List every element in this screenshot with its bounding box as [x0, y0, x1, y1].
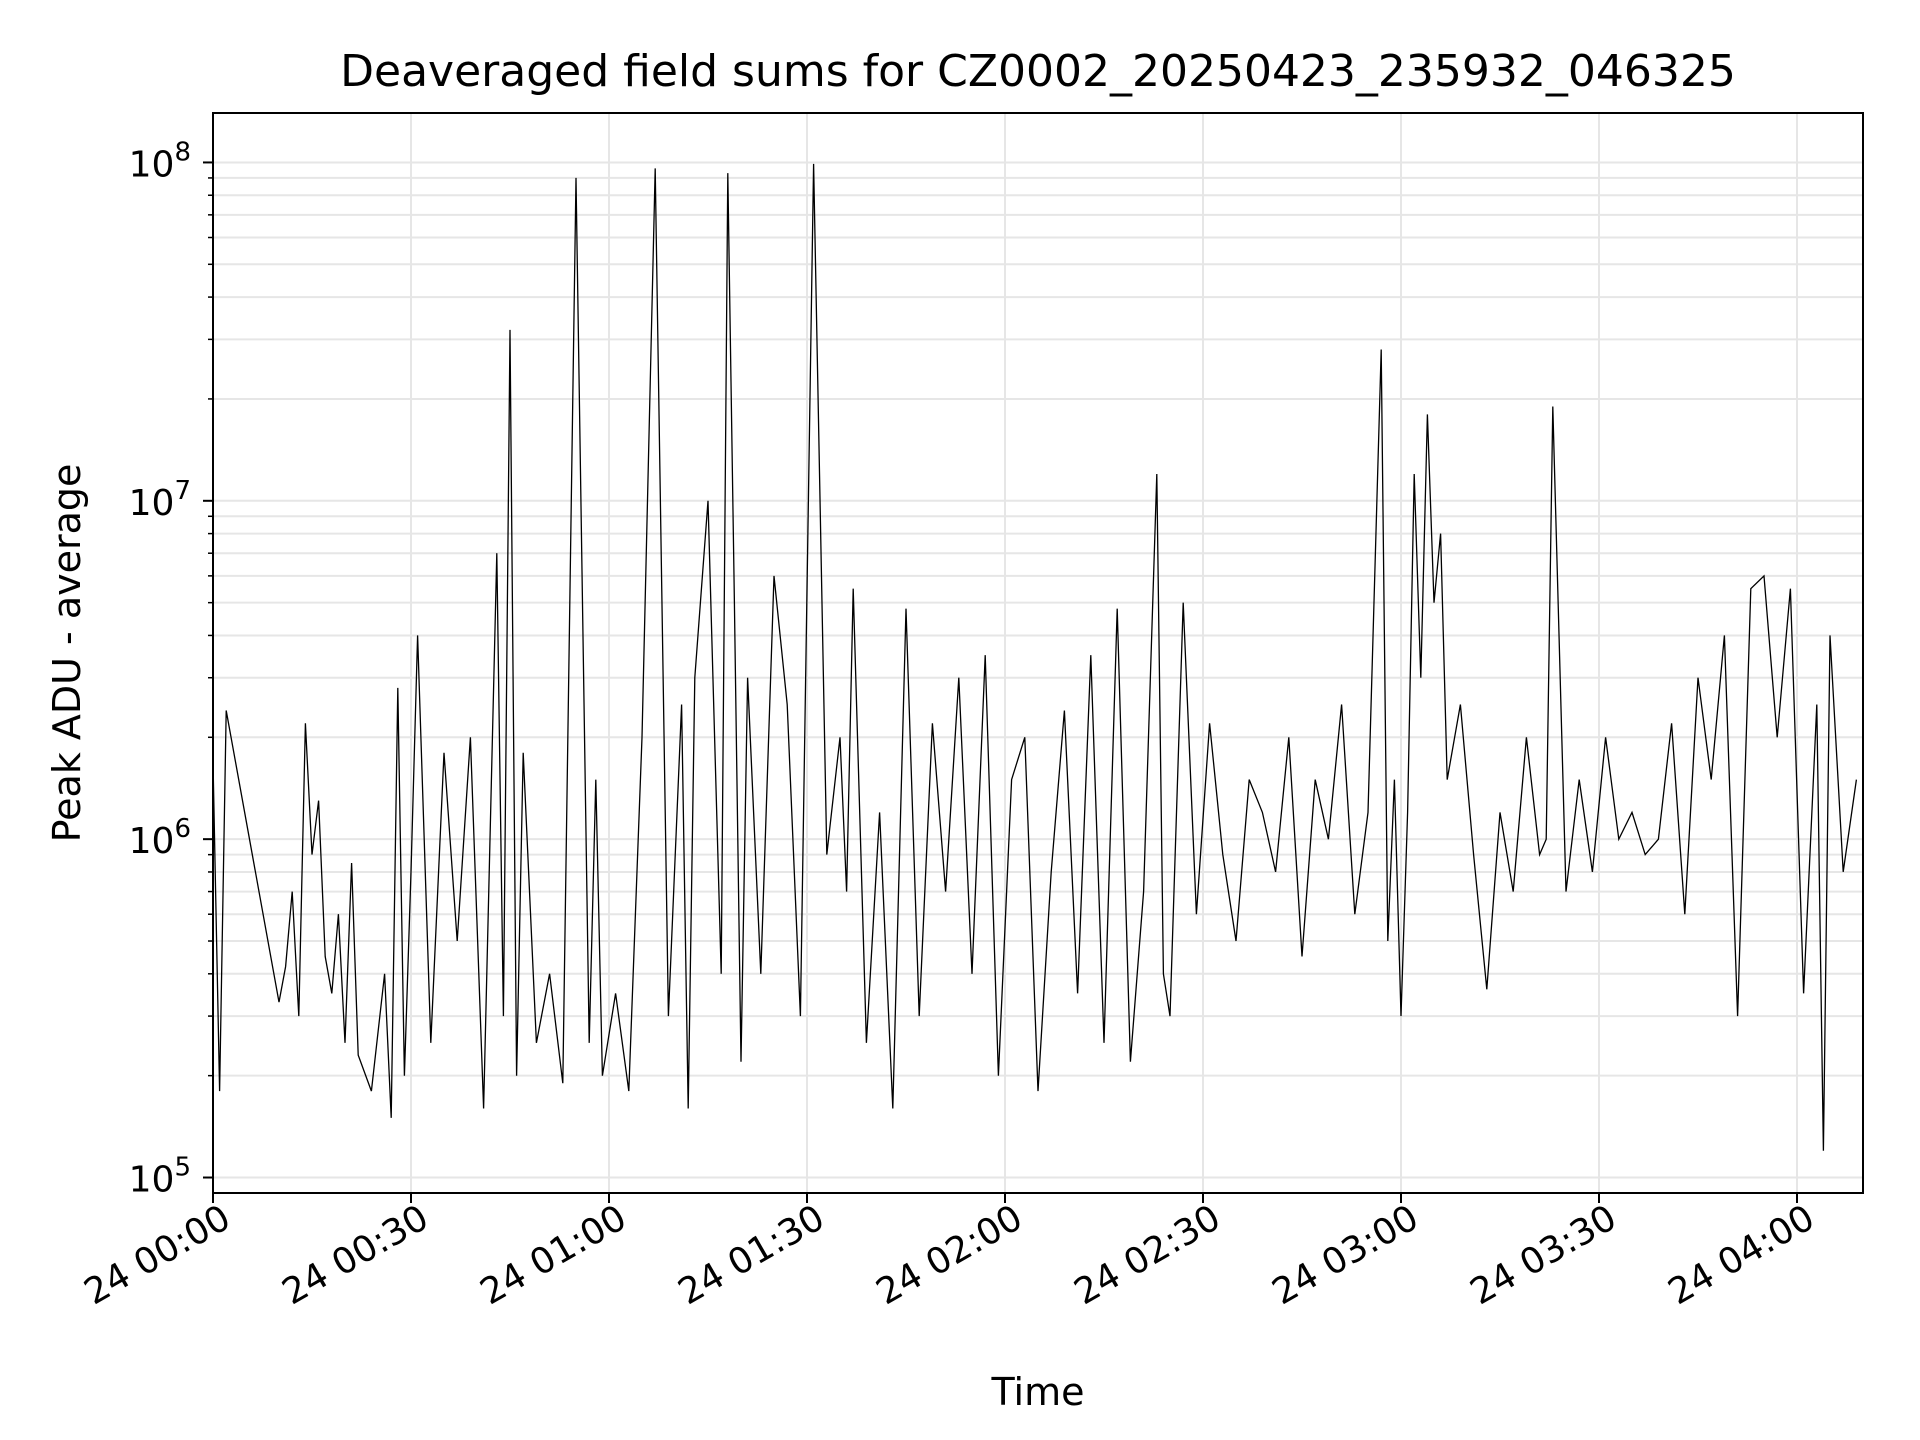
y-tick-label: 105 — [129, 1153, 191, 1201]
x-tick-label: 24 01:00 — [474, 1197, 634, 1313]
axis-ticks: 24 00:00 24 00:30 24 01:00 24 01:30 24 02:00… — [78, 137, 1822, 1313]
grid — [212, 113, 1863, 1193]
x-tick-label: 24 00:30 — [276, 1197, 436, 1313]
x-tick-label: 24 00:00 — [78, 1197, 238, 1313]
x-tick-label: 24 01:30 — [672, 1197, 832, 1313]
x-tick-label: 24 04:00 — [1662, 1197, 1822, 1313]
axes-frame — [212, 112, 1864, 1194]
plot-area — [212, 163, 1858, 1151]
y-axis-label: Peak ADU - average — [45, 464, 89, 843]
x-tick-label: 24 03:00 — [1266, 1197, 1426, 1313]
x-tick-label: 24 03:30 — [1464, 1197, 1624, 1313]
y-tick-label: 106 — [129, 814, 191, 862]
y-tick-label: 108 — [129, 137, 191, 185]
series-line — [212, 163, 1858, 1151]
x-axis-label: Time — [991, 1370, 1085, 1414]
chart-title: Deaveraged field sums for CZ0002_2025042… — [340, 46, 1736, 97]
y-tick-label: 107 — [129, 476, 191, 524]
x-tick-label: 24 02:30 — [1068, 1197, 1228, 1313]
x-tick-label: 24 02:00 — [870, 1197, 1030, 1313]
